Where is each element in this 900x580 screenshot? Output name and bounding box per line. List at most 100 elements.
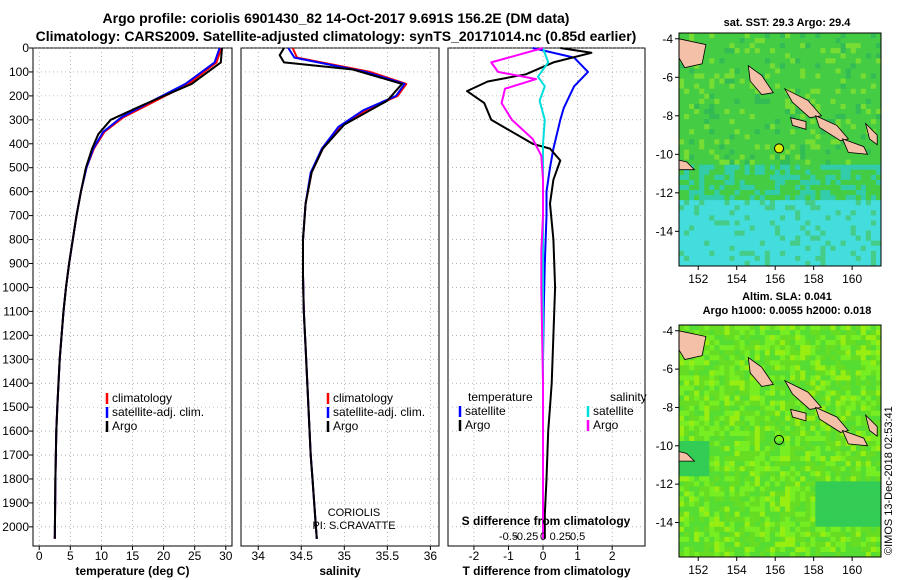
map-cell	[739, 330, 746, 336]
map-cell	[785, 78, 791, 85]
map-cell	[875, 360, 882, 366]
map-cell	[719, 340, 725, 346]
map-cell	[739, 395, 746, 402]
map-cell	[704, 119, 710, 125]
map-cell	[805, 355, 811, 361]
map-cell	[870, 370, 877, 376]
map-cell	[759, 496, 766, 502]
map-cell	[774, 195, 781, 201]
map-cell	[810, 134, 816, 140]
map-cell	[865, 68, 872, 74]
map-cell	[815, 83, 821, 90]
map-cell	[815, 48, 821, 54]
map-cell	[795, 435, 801, 442]
map-cell	[719, 88, 725, 95]
map-cell	[780, 526, 786, 533]
map-cell	[774, 375, 781, 381]
map-cell	[729, 501, 735, 507]
map-cell	[820, 88, 826, 95]
map-cell	[719, 215, 725, 221]
map-cell	[774, 255, 781, 262]
map-cell	[840, 415, 847, 422]
difference-x-tick-label: 0	[540, 549, 547, 563]
map-cell	[845, 360, 852, 366]
map-cell	[704, 195, 710, 201]
map-cell	[865, 365, 872, 371]
map-cell	[865, 501, 872, 507]
map-cell	[850, 184, 857, 191]
map-cell	[734, 375, 740, 381]
map-cell	[739, 205, 746, 211]
map-cell	[709, 98, 715, 105]
map-cell	[714, 430, 720, 437]
map-cell	[870, 93, 877, 100]
map-cell	[749, 134, 756, 140]
map-cell	[754, 119, 761, 125]
map-cell	[764, 506, 771, 513]
map-cell	[790, 471, 796, 477]
map-cell	[689, 511, 695, 518]
map-cell	[835, 360, 841, 366]
map-cell	[810, 536, 816, 543]
map-cell	[689, 68, 695, 74]
map-cell	[830, 365, 836, 371]
map-cell	[719, 179, 725, 186]
map-cell	[714, 225, 720, 231]
map-cell	[704, 466, 710, 472]
map-cell	[875, 119, 882, 125]
map-cell	[744, 225, 751, 231]
map-cell	[739, 360, 746, 366]
map-cell	[870, 395, 877, 402]
map-cell	[840, 260, 847, 267]
map-cell	[790, 38, 796, 44]
map-cell	[820, 355, 826, 361]
map-cell	[860, 164, 867, 171]
map-cell	[875, 435, 882, 442]
map-cell	[865, 159, 872, 166]
map-cell	[724, 405, 730, 412]
map-cell	[739, 134, 746, 140]
map-cell	[719, 230, 725, 237]
map-cell	[679, 546, 685, 553]
map-cell	[694, 129, 700, 135]
map-cell	[835, 169, 841, 176]
map-cell	[790, 546, 796, 553]
map-cell	[759, 345, 766, 351]
map-cell	[714, 456, 720, 462]
map-cell	[860, 471, 867, 477]
map-cell	[754, 410, 761, 417]
map-cell	[825, 390, 831, 397]
argo-position-marker	[774, 143, 785, 154]
map-cell	[840, 230, 847, 237]
map-cell	[749, 385, 756, 391]
map-cell	[694, 516, 700, 523]
map-cell	[689, 390, 695, 397]
map-cell	[855, 395, 862, 402]
map-cell	[845, 124, 852, 130]
map-cell	[679, 83, 685, 90]
map-cell	[835, 511, 841, 518]
map-cell	[764, 149, 771, 155]
map-cell	[774, 129, 781, 135]
map-cell	[815, 481, 821, 487]
map-cell	[805, 415, 811, 422]
map-cell	[825, 114, 831, 120]
map-cell	[780, 430, 786, 437]
map-cell	[694, 471, 700, 477]
map-cell	[694, 451, 700, 457]
map-cell	[835, 240, 841, 247]
map-x-tick-label: 156	[765, 272, 785, 286]
map-cell	[865, 98, 872, 105]
map-cell	[684, 491, 690, 497]
map-cell	[764, 330, 771, 336]
map-cell	[714, 114, 720, 120]
map-cell	[769, 395, 776, 402]
map-cell	[860, 425, 867, 432]
map-cell	[865, 491, 872, 497]
map-cell	[860, 38, 867, 44]
map-cell	[739, 355, 746, 361]
map-cell	[805, 195, 811, 201]
map-cell	[734, 541, 740, 548]
map-cell	[870, 164, 877, 171]
map-cell	[790, 335, 796, 341]
